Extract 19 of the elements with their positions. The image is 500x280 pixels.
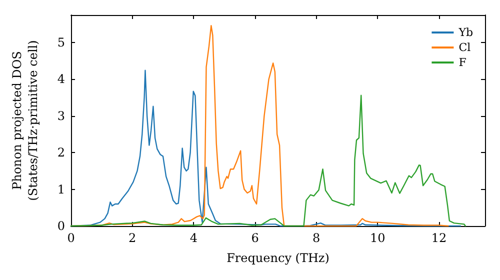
legend-label: Cl (458, 41, 472, 54)
line-series (70, 94, 466, 227)
x-tick-label: 0 (67, 231, 75, 245)
x-tick-label: 12 (431, 231, 447, 245)
legend-label: F (458, 56, 467, 69)
x-tick-label: 6 (251, 231, 259, 245)
y-axis-title: Phonon projected DOS (States/THz·primitive cell) (10, 40, 40, 201)
x-tick-label: 10 (370, 231, 386, 245)
y-tick-label: 2 (57, 146, 65, 160)
y-tick-label: 4 (57, 72, 66, 86)
y-tick-label: 3 (57, 108, 65, 123)
x-tick-label: 8 (312, 231, 320, 245)
legend-label: Yb (458, 26, 474, 39)
y-tick-label: 5 (57, 36, 65, 50)
x-tick-label: 4 (190, 231, 198, 245)
x-axis-title: Frequency (THz) (226, 251, 330, 265)
y-tick-label: 0 (57, 219, 65, 233)
x-tick-label: 2 (128, 231, 136, 245)
y-tick-label: 1 (57, 182, 65, 196)
